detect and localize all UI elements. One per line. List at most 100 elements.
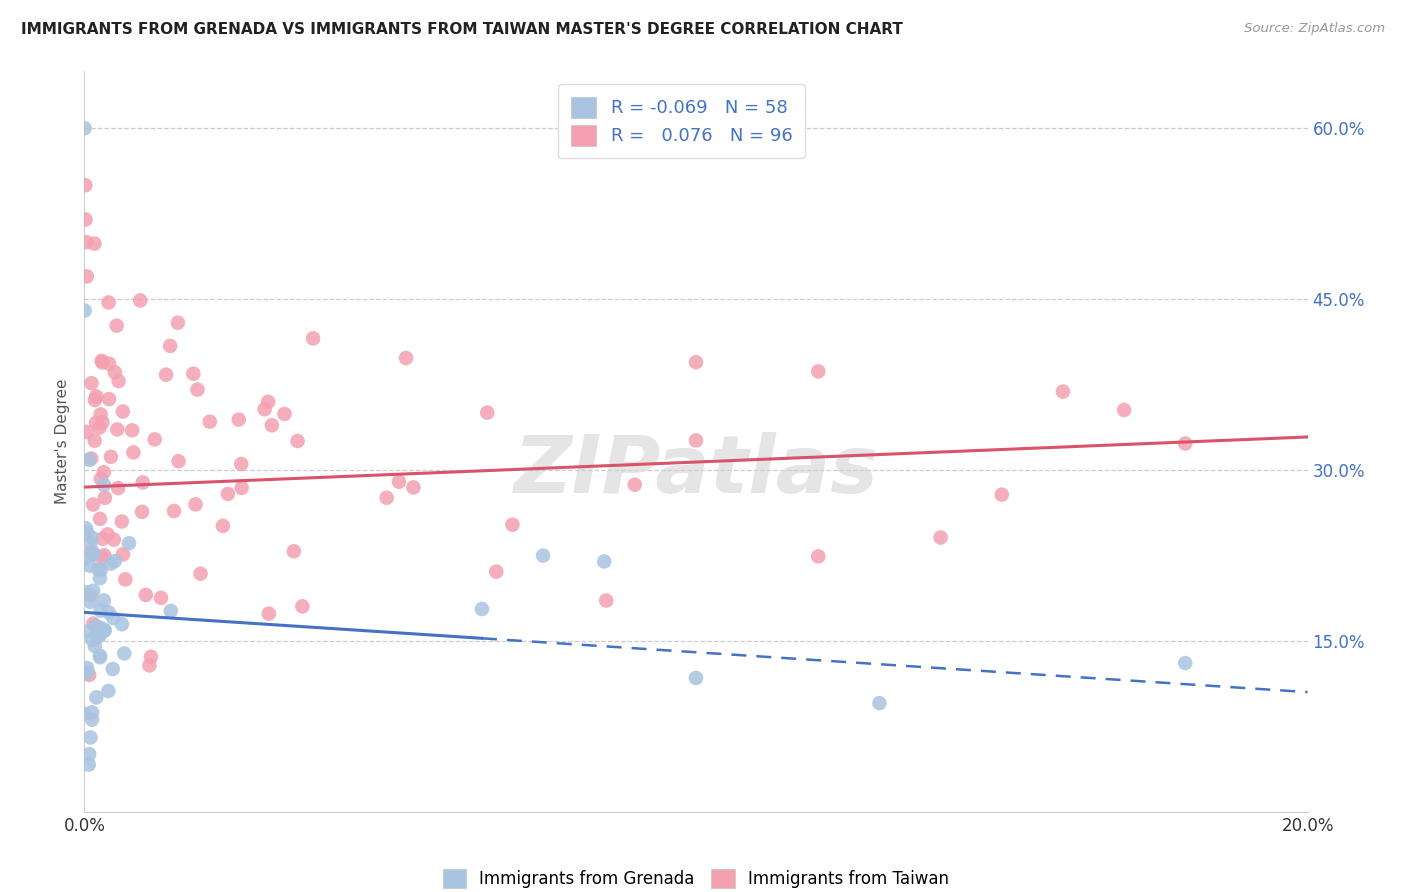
Point [302,331,325,345]
Point [402,480,425,494]
Point [502,517,524,532]
Point [89,629,111,643]
Point [77,453,100,467]
Point [89,648,111,663]
Point [86,690,108,705]
Point [89,571,111,585]
Point [991,487,1014,501]
Point [91,550,114,565]
Point [97,295,120,310]
Point [186,383,208,397]
Point [91,532,114,546]
Point [82,632,104,647]
Point [103,533,125,547]
Point [100,557,122,571]
Point [257,394,280,409]
Point [131,505,153,519]
Point [77,747,100,761]
Point [93,548,115,562]
Point [76,661,98,675]
Text: Source: ZipAtlas.com: Source: ZipAtlas.com [1244,22,1385,36]
Point [1174,656,1197,670]
Point [97,684,120,698]
Point [89,420,111,434]
Point [86,630,108,644]
Point [111,515,134,529]
Point [98,392,121,406]
Point [183,367,205,381]
Point [91,415,114,429]
Point [77,757,100,772]
Point [76,525,98,540]
Point [75,624,97,639]
Point [80,544,103,558]
Point [83,546,105,560]
Point [93,465,115,479]
Point [253,402,276,417]
Point [83,639,105,653]
Point [118,536,141,550]
Point [104,365,127,379]
Legend: Immigrants from Grenada, Immigrants from Taiwan: Immigrants from Grenada, Immigrants from… [434,861,957,892]
Point [76,425,98,439]
Point [217,487,239,501]
Point [82,498,104,512]
Point [167,454,190,468]
Point [101,611,124,625]
Point [132,475,155,490]
Point [98,357,121,371]
Point [76,235,98,250]
Point [80,451,103,466]
Point [76,269,98,284]
Point [100,450,122,464]
Point [90,621,112,635]
Point [101,662,124,676]
Point [73,303,96,318]
Point [79,558,101,573]
Point [257,607,280,621]
Point [212,519,235,533]
Point [107,481,129,495]
Point [139,649,162,664]
Point [111,404,134,418]
Point [91,355,114,369]
Point [79,731,101,745]
Point [471,602,494,616]
Point [111,548,134,562]
Point [90,472,112,486]
Point [198,415,221,429]
Point [73,706,96,721]
Point [135,588,157,602]
Point [375,491,398,505]
Point [105,318,128,333]
Point [82,583,104,598]
Point [104,554,127,568]
Point [79,595,101,609]
Point [231,481,253,495]
Point [121,423,143,437]
Point [531,549,554,563]
Point [83,236,105,251]
Point [166,316,188,330]
Point [595,593,617,607]
Point [685,355,707,369]
Text: IMMIGRANTS FROM GRENADA VS IMMIGRANTS FROM TAIWAN MASTER'S DEGREE CORRELATION CH: IMMIGRANTS FROM GRENADA VS IMMIGRANTS FR… [21,22,903,37]
Point [159,604,181,618]
Text: ZIPatlas: ZIPatlas [513,432,879,510]
Point [93,478,115,492]
Point [807,364,830,378]
Point [163,504,186,518]
Point [107,374,129,388]
Point [89,512,111,526]
Point [1174,436,1197,450]
Point [80,531,103,545]
Point [159,339,181,353]
Point [84,392,107,407]
Point [90,563,112,577]
Point [129,293,152,308]
Point [149,591,172,605]
Point [111,617,134,632]
Y-axis label: Master's Degree: Master's Degree [55,379,70,504]
Point [83,434,105,448]
Point [84,389,107,403]
